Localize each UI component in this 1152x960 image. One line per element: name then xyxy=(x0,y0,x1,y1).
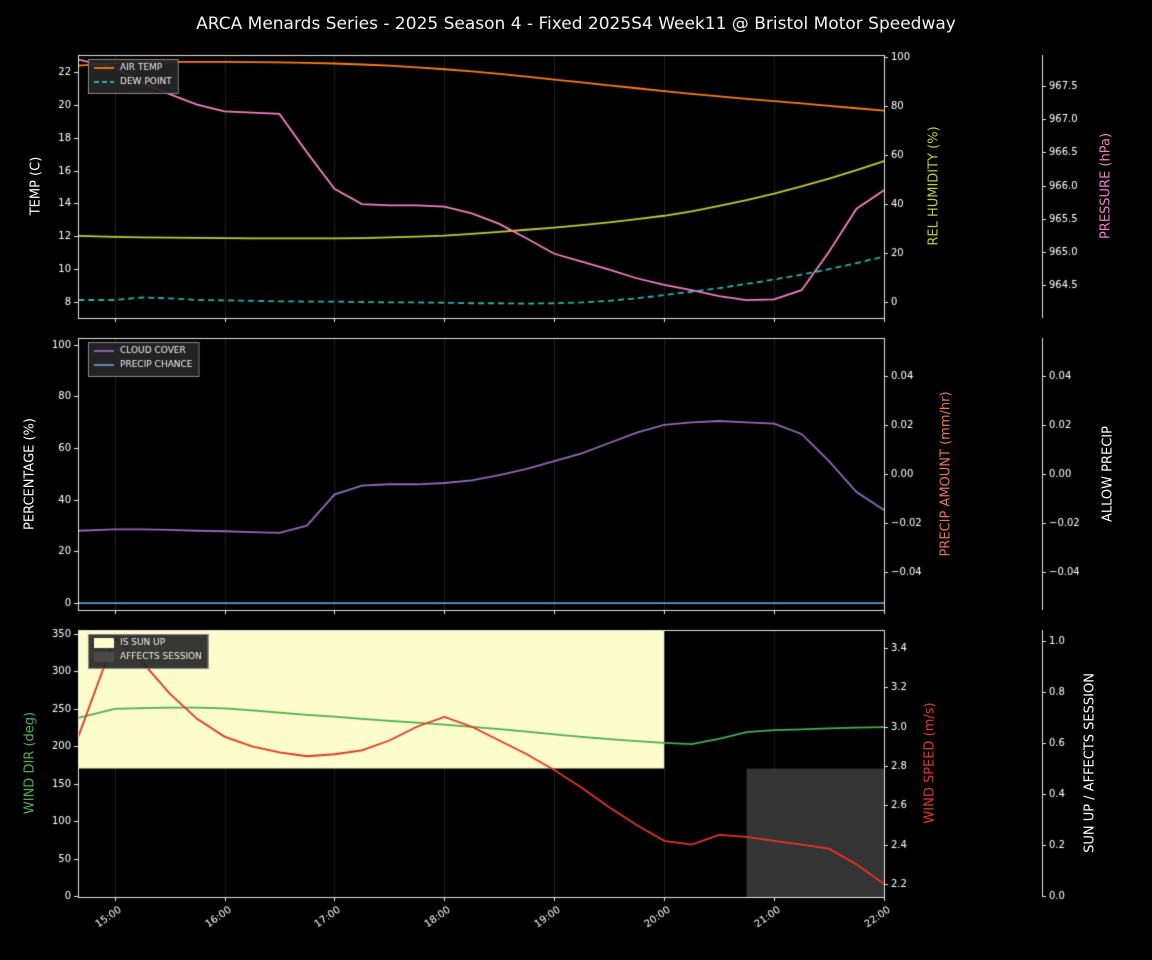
precip-amount-axis-label: PRECIP AMOUNT (mm/hr) xyxy=(938,391,954,557)
temp-axis-label: TEMP (C) xyxy=(28,156,44,216)
percentage-axis-label: PERCENTAGE (%) xyxy=(22,418,38,530)
rel-humidity-axis-label: REL HUMIDITY (%) xyxy=(926,126,942,246)
allow-precip-axis-label: ALLOW PRECIP xyxy=(1100,426,1116,522)
wind-speed-axis-label: WIND SPEED (m/s) xyxy=(922,702,938,824)
wind-dir-axis-label: WIND DIR (deg) xyxy=(22,711,38,815)
pressure-axis-label: PRESSURE (hPa) xyxy=(1098,132,1114,240)
chart-title: ARCA Menards Series - 2025 Season 4 - Fi… xyxy=(196,14,956,34)
sun-up-axis-label: SUN UP / AFFECTS SESSION xyxy=(1082,673,1098,853)
